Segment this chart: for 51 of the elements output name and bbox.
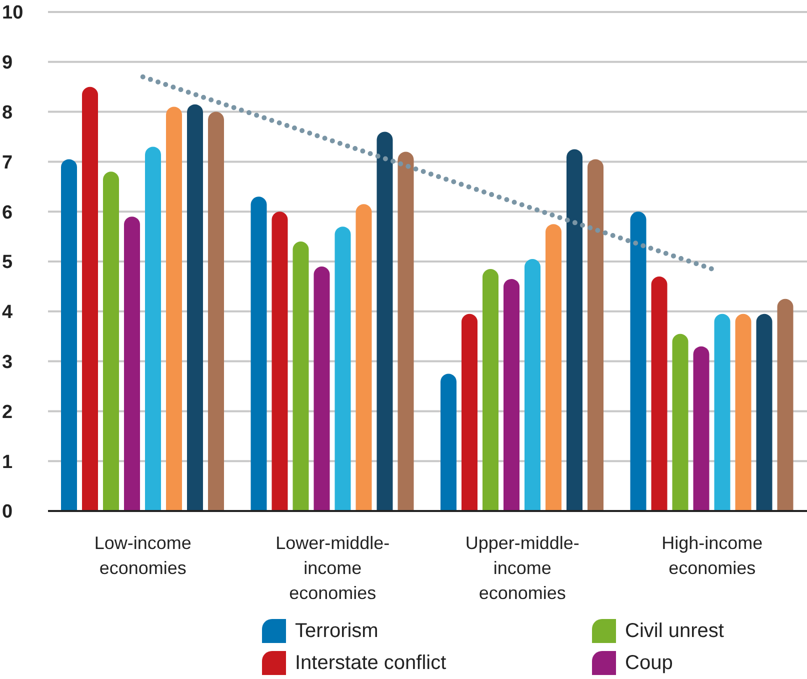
bar — [630, 212, 646, 511]
x-tick-label: High-income economies — [662, 533, 763, 578]
bar — [187, 104, 203, 511]
y-tick-label: 0 — [2, 502, 13, 523]
bar — [693, 346, 710, 511]
y-tick-label: 7 — [2, 152, 13, 174]
bar — [462, 314, 478, 511]
bar — [777, 298, 794, 511]
bar — [356, 204, 372, 511]
bar — [103, 172, 119, 511]
bar — [735, 314, 752, 511]
bar — [376, 132, 393, 511]
legend-label: Interstate conflict — [295, 652, 446, 674]
bar — [145, 146, 161, 511]
legend-label: Coup — [625, 652, 673, 674]
bar — [651, 276, 668, 511]
bar — [524, 259, 540, 511]
bar — [314, 266, 330, 511]
bar — [208, 112, 224, 511]
bar — [756, 314, 772, 511]
y-tick-label: 10 — [2, 2, 24, 24]
y-tick-label: 3 — [2, 352, 13, 374]
y-tick-label: 9 — [2, 52, 13, 74]
y-tick-label: 8 — [2, 102, 13, 124]
bar — [334, 226, 351, 511]
y-tick-label: 5 — [2, 252, 13, 274]
bar — [504, 278, 520, 511]
bar — [166, 106, 182, 511]
bar — [398, 152, 414, 511]
legend-label: Terrorism — [295, 620, 378, 642]
bar — [292, 242, 309, 511]
bar — [588, 159, 604, 511]
bar — [714, 314, 730, 511]
bar — [124, 216, 140, 511]
legend-label: Civil unrest — [625, 620, 724, 642]
bar — [272, 212, 288, 511]
bar — [61, 159, 77, 511]
x-tick-label: Upper-middle-income economies — [465, 533, 580, 603]
y-tick-label: 4 — [2, 302, 13, 324]
bar — [250, 196, 267, 511]
bar — [566, 149, 582, 511]
bar — [672, 334, 688, 511]
y-tick-label: 6 — [2, 202, 13, 224]
y-tick-label: 1 — [2, 452, 13, 473]
bar — [482, 268, 498, 511]
x-tick-label: Low-income economies — [94, 533, 192, 578]
x-tick-label: Lower-middle-income economies — [276, 533, 390, 603]
bar — [440, 374, 456, 511]
y-tick-label: 2 — [2, 402, 13, 423]
bar — [546, 224, 562, 511]
bar — [82, 86, 98, 511]
